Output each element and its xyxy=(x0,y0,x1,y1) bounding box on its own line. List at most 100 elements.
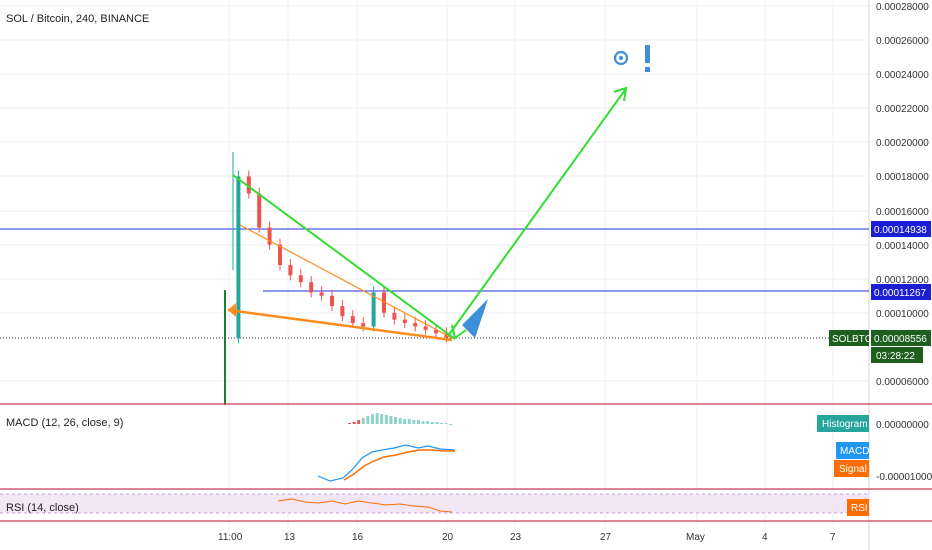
price-tick: 0.00022000 xyxy=(876,104,929,115)
candle-body xyxy=(371,292,376,327)
time-tick: 4 xyxy=(762,532,768,543)
level-label: 0.00011267 xyxy=(874,288,927,299)
candle-body xyxy=(319,292,324,296)
macd-signal-line xyxy=(343,449,455,481)
level-label: 0.00014938 xyxy=(874,225,927,236)
exclamation-icon-dot xyxy=(645,67,650,72)
last-price-pill xyxy=(871,330,931,346)
last-price-label: 0.00008556 xyxy=(874,334,927,345)
candle-body xyxy=(288,265,293,276)
macd-bar xyxy=(407,419,411,424)
macd-line xyxy=(317,444,456,482)
candle-body xyxy=(246,176,251,194)
time-tick: 16 xyxy=(352,532,364,543)
macd-badge-label: MACD xyxy=(840,446,869,457)
rsi-band xyxy=(0,494,869,513)
macd-title: MACD (12, 26, close, 9) xyxy=(6,417,123,429)
candle-body xyxy=(236,176,241,339)
price-tick: 0.00018000 xyxy=(876,172,929,183)
time-tick: 23 xyxy=(510,532,522,543)
candle-body xyxy=(298,275,303,283)
macd-bar xyxy=(444,423,448,424)
rsi-title: RSI (14, close) xyxy=(6,502,79,514)
arrow-head xyxy=(451,324,467,340)
time-tick: 13 xyxy=(284,532,296,543)
time-tick: 7 xyxy=(830,532,836,543)
price-tick: 0.00012000 xyxy=(876,275,929,286)
macd-tick: -0.00001000 xyxy=(876,472,932,483)
price-tick: 0.00010000 xyxy=(876,309,929,320)
macd-bar xyxy=(430,422,434,424)
candle-body xyxy=(309,282,314,293)
macd-bar xyxy=(426,421,430,424)
eye-icon-pupil xyxy=(619,56,623,60)
time-tick: 11:00 xyxy=(218,532,243,543)
wedge-lower-line[interactable] xyxy=(227,308,453,342)
eye-icon[interactable] xyxy=(613,50,629,66)
macd-bar xyxy=(417,420,420,424)
signal-badge xyxy=(834,460,869,477)
histogram-badge xyxy=(817,415,869,432)
macd-bar xyxy=(352,422,356,424)
macd-bar xyxy=(361,418,365,424)
macd-bar xyxy=(357,420,361,424)
macd-bar xyxy=(412,420,416,424)
macd-bar xyxy=(371,414,374,424)
macd-bar xyxy=(440,423,443,424)
candle-body xyxy=(267,227,272,245)
level-pill xyxy=(871,284,931,300)
macd-bar xyxy=(435,422,439,424)
chart-title: SOL / Bitcoin, 240, BINANCE xyxy=(6,13,149,25)
symbol-pill xyxy=(829,330,869,346)
macd-bar xyxy=(384,415,388,424)
candle-body xyxy=(340,306,345,317)
macd-bar xyxy=(398,418,402,424)
time-axis[interactable]: 11:00 13 16 20 23 27 May 4 7 xyxy=(218,532,836,543)
time-tick: 20 xyxy=(442,532,454,543)
wedge-upper-line[interactable] xyxy=(239,224,453,339)
arrow-head xyxy=(613,86,628,102)
rsi-line xyxy=(277,498,453,513)
macd-badge xyxy=(836,442,869,459)
macd-bar xyxy=(375,413,379,424)
time-tick: May xyxy=(686,532,705,543)
candle-body xyxy=(434,329,438,334)
grid xyxy=(0,0,868,530)
target-arrow[interactable] xyxy=(447,89,626,337)
candle-body xyxy=(392,312,397,320)
exclamation-icon[interactable] xyxy=(645,45,650,63)
countdown-label: 03:28:22 xyxy=(876,351,915,362)
signal-badge-label: Signal xyxy=(839,464,867,475)
price-tick: 0.00028000 xyxy=(876,2,929,13)
price-axis[interactable]: 0.00028000 0.00026000 0.00024000 0.00022… xyxy=(876,2,929,388)
macd-bar xyxy=(389,416,393,424)
price-tick: 0.00006000 xyxy=(876,377,929,388)
idea-arrow-icon xyxy=(462,299,488,338)
symbol-label: SOLBTC xyxy=(832,334,872,345)
macd-bar xyxy=(380,414,384,424)
macd-bar xyxy=(449,424,453,425)
macd-histogram xyxy=(348,413,453,425)
price-tick: 0.00014000 xyxy=(876,241,929,252)
candle-body xyxy=(361,323,366,327)
macd-bar xyxy=(348,423,351,424)
price-tick: 0.00020000 xyxy=(876,138,929,149)
candle-body xyxy=(402,319,407,324)
macd-bar xyxy=(366,416,370,424)
candle-body xyxy=(278,244,282,266)
drawings[interactable] xyxy=(227,86,628,342)
candle-body xyxy=(413,323,418,327)
time-tick: 27 xyxy=(600,532,612,543)
candle-body xyxy=(382,292,386,313)
macd-bar xyxy=(403,419,407,424)
candlesticks xyxy=(232,152,449,344)
level-pill xyxy=(871,221,931,237)
rsi-badge-label: RSI xyxy=(851,503,868,514)
histogram-badge-label: Histogram xyxy=(822,419,868,430)
candle-body xyxy=(423,326,428,330)
trend-line[interactable] xyxy=(232,174,456,340)
price-tick: 0.00024000 xyxy=(876,70,929,81)
price-tick: 0.00016000 xyxy=(876,207,929,218)
arrow-head xyxy=(228,303,236,317)
